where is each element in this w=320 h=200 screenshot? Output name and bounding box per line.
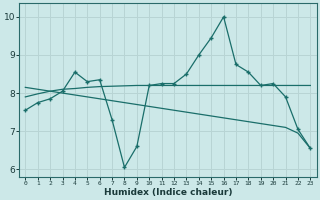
X-axis label: Humidex (Indice chaleur): Humidex (Indice chaleur) xyxy=(104,188,232,197)
